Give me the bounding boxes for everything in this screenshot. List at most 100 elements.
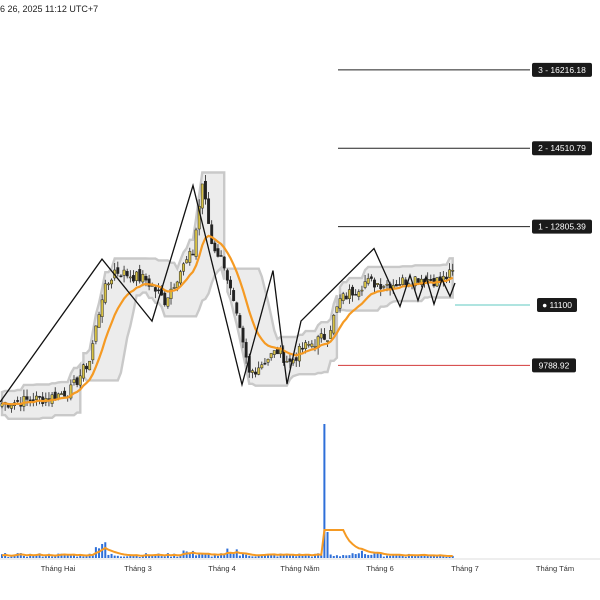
candle-body <box>369 276 373 279</box>
candle-body <box>335 306 339 313</box>
volume-bar <box>157 553 160 558</box>
volume-bar <box>404 556 407 558</box>
volume-bar <box>41 556 44 558</box>
volume-bar <box>235 549 238 558</box>
volume-bar <box>148 555 151 558</box>
candle-body <box>229 279 232 289</box>
candle-body <box>232 290 236 302</box>
candle-body <box>304 342 308 350</box>
candle-body <box>313 346 317 348</box>
axis-tick-label: Tháng 3 <box>124 564 152 573</box>
candle-body <box>429 279 433 281</box>
candle-body <box>394 284 398 287</box>
candle-body <box>363 281 367 288</box>
volume-bar <box>345 555 348 558</box>
volume-bar <box>335 555 338 558</box>
volume-bar <box>229 552 232 558</box>
volume-bar <box>260 554 263 558</box>
candle-body <box>91 343 95 361</box>
candle-body <box>172 287 176 289</box>
volume-bar <box>411 555 414 558</box>
candle-body <box>238 315 242 328</box>
volume-bar <box>188 552 191 558</box>
volume-bar <box>123 556 126 558</box>
candle-body <box>347 289 351 299</box>
volume-bar <box>326 532 329 558</box>
volume-bar <box>360 550 363 558</box>
volume-bar <box>279 553 282 558</box>
envelope-band <box>0 171 454 420</box>
candle-body <box>204 180 207 200</box>
candle-body <box>106 283 110 286</box>
candle-body <box>178 271 182 284</box>
volume-bar <box>82 556 85 558</box>
candle-body <box>144 276 148 281</box>
volume-bar <box>342 555 345 558</box>
candle-body <box>329 330 333 339</box>
level-badges: 3 - 16216.18 2 - 14510.79 1 - 12805.39 ● 11… <box>532 62 592 373</box>
candle-body <box>207 198 211 224</box>
volume-bar <box>191 550 194 558</box>
candle-body <box>376 283 380 285</box>
level-badge-label: 9788.92 <box>539 360 570 370</box>
candle-body <box>360 289 364 292</box>
volume-bar <box>1 554 3 558</box>
level-badge: ● 11100 <box>537 298 577 313</box>
volume-bar <box>288 555 291 558</box>
volume-bar <box>367 554 370 558</box>
volume-bar <box>91 554 94 558</box>
level-badge-label: 2 - 14510.79 <box>538 143 586 153</box>
volume-bar <box>389 555 392 558</box>
level-badge-bg <box>532 141 592 156</box>
candle-body <box>241 327 245 343</box>
candle-body <box>88 360 92 371</box>
candle-body <box>272 350 276 355</box>
band-segment <box>0 361 82 420</box>
volume-bar <box>220 553 223 558</box>
volume-bar <box>44 556 47 558</box>
volume-bar <box>207 554 210 558</box>
volume-bar <box>238 555 241 558</box>
volume-bar <box>429 556 432 558</box>
candle-body <box>9 405 13 409</box>
volume-bar <box>132 555 135 558</box>
candle-body <box>135 271 139 281</box>
candle-body <box>16 400 20 402</box>
candle-body <box>157 289 160 292</box>
candle-body <box>260 364 264 369</box>
volume-bar <box>176 556 179 558</box>
volume-bar <box>339 556 342 558</box>
volume-bar <box>445 556 448 558</box>
level-badge-bg <box>532 358 576 373</box>
candle-body <box>166 297 170 307</box>
volume-bar <box>107 554 110 558</box>
volume-bar <box>66 555 69 558</box>
candle-body <box>94 325 98 342</box>
candle-body <box>138 269 142 282</box>
level-badge-label: 1 - 12805.39 <box>538 222 586 232</box>
candle-body <box>250 370 254 373</box>
axis-tick-label: Tháng Tám <box>536 564 574 573</box>
ema-line <box>1 234 454 406</box>
volume-bar <box>292 554 295 558</box>
candle-body <box>69 384 73 399</box>
candle-body <box>382 286 386 288</box>
candle-body <box>85 365 88 370</box>
candle-body <box>75 377 79 385</box>
candle-body <box>322 333 326 340</box>
volume-bar <box>119 556 122 558</box>
volume-bar <box>392 554 395 558</box>
level-badge: 1 - 12805.39 <box>532 219 592 234</box>
candle-body <box>413 276 417 287</box>
volume-bar <box>373 553 376 558</box>
candle-body <box>100 299 104 317</box>
candle-body <box>326 340 329 342</box>
candle-body <box>128 276 132 279</box>
volume-bar <box>436 555 439 558</box>
candle-body <box>419 278 423 285</box>
volume-bar <box>398 555 401 558</box>
volume-bar <box>351 553 354 558</box>
volume-bar <box>242 553 245 558</box>
volume-bar <box>348 555 351 558</box>
